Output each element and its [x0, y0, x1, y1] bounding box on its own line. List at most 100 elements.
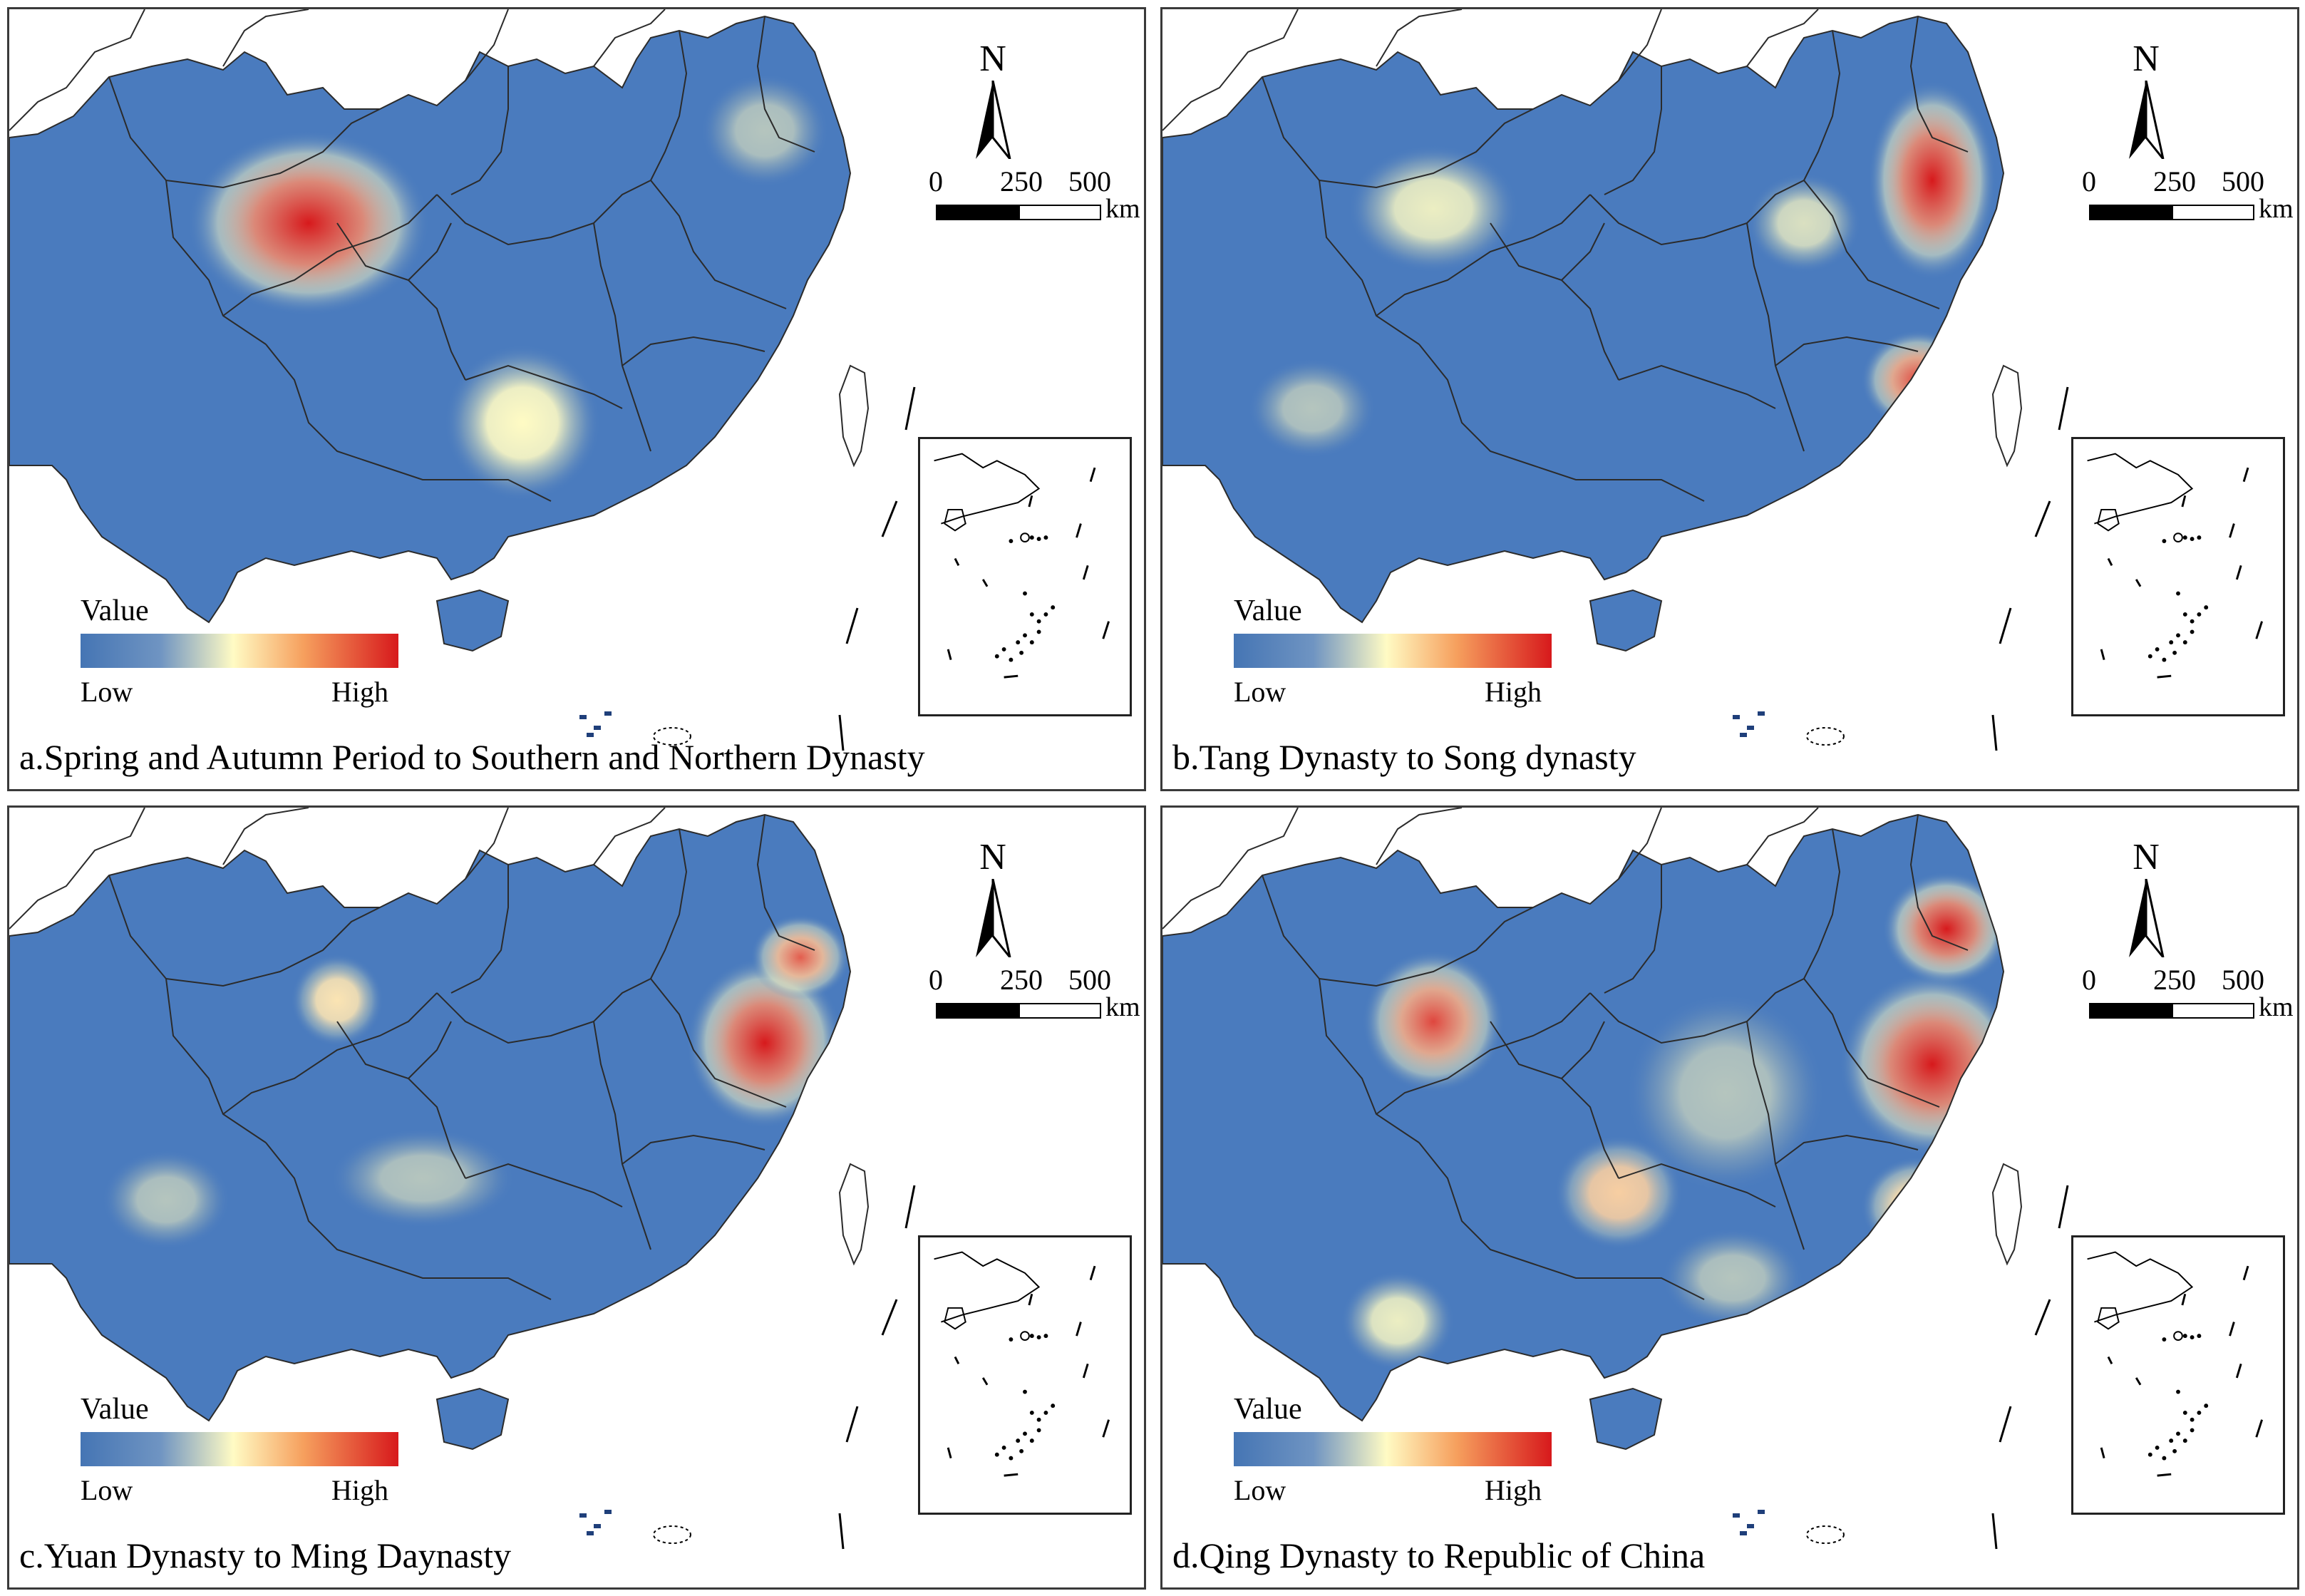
province-border — [1319, 108, 1534, 189]
island — [1733, 1513, 1740, 1518]
scale-tick-250: 250 — [2153, 964, 2196, 996]
province-border — [650, 978, 787, 1108]
heatmap-d — [1162, 808, 2069, 1550]
country-border — [9, 808, 145, 930]
province-border — [1561, 222, 1605, 281]
inset-map-a — [918, 437, 1132, 716]
hotspot — [330, 1128, 515, 1228]
province-border — [650, 828, 688, 979]
north-arrow-c: N — [964, 836, 1021, 964]
coastline — [9, 813, 852, 1422]
inset-islands — [934, 453, 1110, 679]
province-border — [1376, 194, 1591, 316]
province-border — [1775, 336, 1919, 366]
panel-caption-c: c.Yuan Dynasty to Ming Daynasty — [19, 1535, 512, 1575]
map-panel-d: N 0 250 500 km Value Low High d.Qing Dyn… — [1160, 805, 2299, 1590]
atoll — [653, 1525, 691, 1544]
atoll — [653, 727, 691, 746]
hotspot — [1626, 993, 1825, 1193]
map-panel-b: N 0 250 500 km Value Low High b.Tang Dyn… — [1160, 7, 2299, 791]
island — [1733, 715, 1740, 719]
province-border — [465, 364, 623, 409]
hainan-island — [437, 1389, 508, 1449]
province-border — [622, 1134, 765, 1165]
scale-bar-b: 0 250 500 km — [2082, 165, 2297, 229]
legend-d: Value Low High — [1234, 1392, 1569, 1520]
island — [1747, 1524, 1754, 1528]
hotspot — [1248, 359, 1376, 458]
sea-boundary — [838, 1513, 845, 1550]
atoll — [1806, 1525, 1845, 1544]
coastline — [1162, 15, 2005, 624]
island — [604, 711, 612, 716]
country-border — [222, 9, 309, 67]
heatmap-a — [9, 9, 916, 751]
province-border — [1418, 344, 1619, 480]
province-border — [622, 336, 765, 366]
hotspot — [1362, 950, 1505, 1093]
north-arrow-d: N — [2118, 836, 2175, 964]
north-arrow-icon — [976, 879, 1011, 957]
province-border — [1619, 1277, 1705, 1300]
scale-unit: km — [1105, 992, 1140, 1022]
province-border — [1746, 1021, 1805, 1250]
province-border — [1618, 364, 1776, 409]
province-border — [265, 344, 465, 480]
land-mass — [9, 815, 850, 1421]
province-border — [1803, 978, 1940, 1108]
north-arrow-b: N — [2118, 38, 2175, 166]
country-border — [1376, 9, 1463, 67]
heatmap-b — [1162, 9, 2069, 751]
legend-low: Low — [81, 1474, 133, 1506]
heatmap-c — [9, 808, 916, 1550]
map-panel-a: N 0 250 500 km Value Low High a.Spring a… — [7, 7, 1146, 791]
province-border — [165, 907, 381, 987]
sea-boundary — [2058, 386, 2069, 431]
scale-tick-500: 500 — [2222, 964, 2264, 996]
country-border — [593, 9, 666, 67]
country-border — [1162, 808, 1299, 930]
scale-segment-white — [1019, 1003, 1101, 1019]
country-border — [1746, 808, 1819, 865]
north-label: N — [979, 38, 1006, 79]
hotspot — [1747, 173, 1861, 273]
inset-islands — [2087, 453, 2264, 679]
province-border — [165, 108, 381, 189]
scale-segment-black — [2089, 205, 2172, 220]
sea-boundary — [1991, 714, 1998, 751]
province-border — [1604, 865, 1662, 994]
island — [594, 1524, 601, 1528]
island — [587, 1531, 594, 1535]
scale-unit: km — [2259, 992, 2294, 1022]
inset-islands — [2087, 1251, 2264, 1477]
coastline — [9, 15, 852, 624]
north-label: N — [2133, 837, 2160, 877]
inset-map-c — [918, 1235, 1132, 1515]
province-border — [1746, 222, 1805, 452]
scale-segment-white — [2172, 1003, 2254, 1019]
panel-caption-a: a.Spring and Autumn Period to Southern a… — [19, 737, 925, 777]
sea-boundary — [1999, 607, 2012, 644]
coastline — [1162, 813, 2005, 1422]
hainan-island — [1590, 590, 1661, 651]
sea-boundary — [881, 1299, 898, 1336]
scale-tick-500: 500 — [1068, 165, 1111, 197]
hainan-island — [1590, 1389, 1661, 1449]
legend-title: Value — [1234, 1393, 1302, 1426]
legend-b: Value Low High — [1234, 594, 1569, 722]
sea-boundary — [904, 1185, 916, 1229]
province-border — [1561, 1021, 1605, 1079]
hotspot — [1868, 81, 1996, 280]
hotspot — [1861, 330, 1975, 430]
hotspot — [751, 915, 850, 1000]
province-border — [1909, 16, 1969, 153]
province-border — [336, 1021, 466, 1179]
province-border — [408, 222, 452, 281]
province-border — [650, 30, 688, 181]
province-border — [1803, 30, 1841, 181]
province-border — [336, 222, 466, 381]
map-panel-c: N 0 250 500 km Value Low High c.Yuan Dyn… — [7, 805, 1146, 1590]
scale-segment-white — [2172, 205, 2254, 220]
sea-boundary — [1999, 1406, 2012, 1443]
hotspot — [1341, 1271, 1455, 1371]
